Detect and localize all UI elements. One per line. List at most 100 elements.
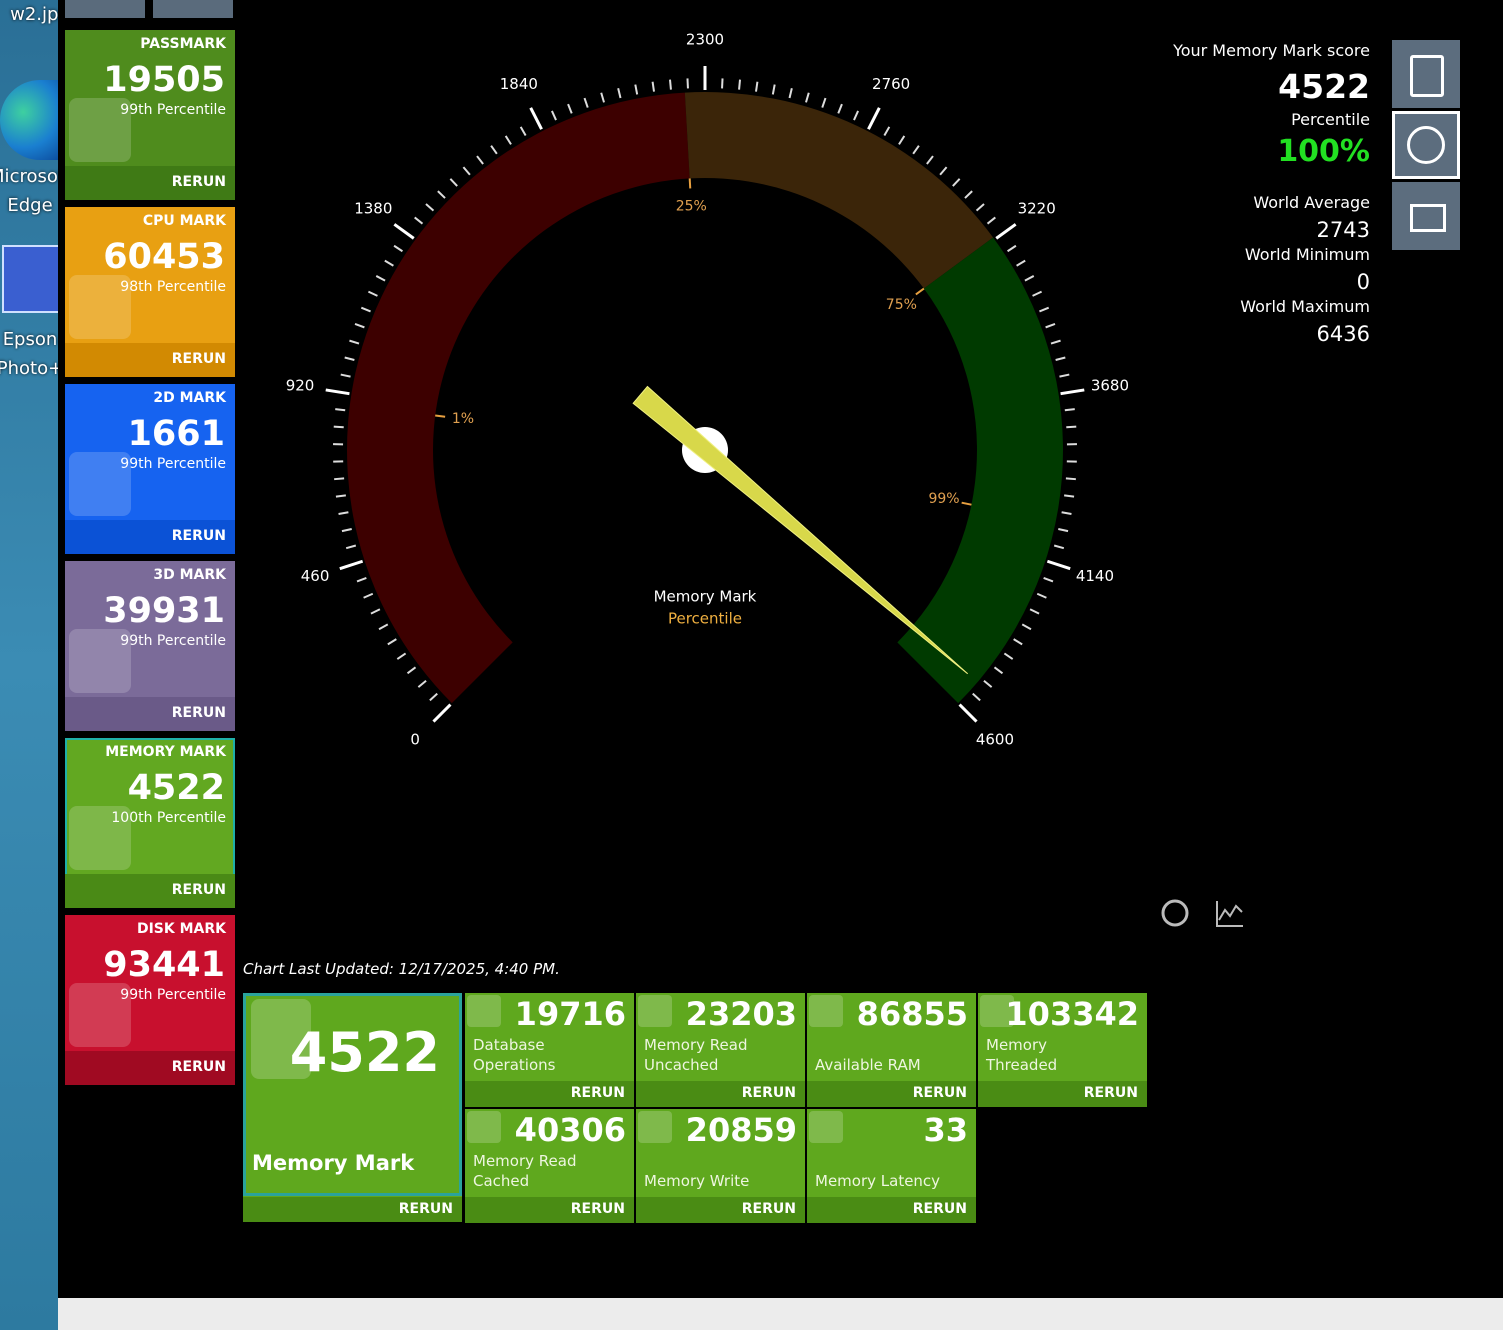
minor-tick [738,79,742,90]
major-tick [958,703,978,723]
side-button[interactable] [1392,182,1460,250]
tile-value: 19505 [103,60,225,100]
minor-tick [788,88,793,99]
tile-value: 39931 [103,591,225,631]
minor-tick [414,216,424,225]
chart-icon [1216,901,1243,927]
minor-tick [952,178,961,187]
world-value: 6436 [1316,322,1370,346]
tile-title: CPU MARK [142,213,226,229]
main-result-tile[interactable]: 4522 Memory Mark RERUN [243,993,462,1222]
minor-tick [429,692,438,702]
rerun-bar[interactable]: RERUN [65,697,235,731]
subtest-value: 20859 [685,1111,797,1149]
minor-tick [490,145,498,155]
percentile-label: Percentile [1291,110,1370,129]
tile-watermark [69,452,131,516]
rerun-bar[interactable]: RERUN [465,1081,634,1107]
rerun-bar[interactable]: RERUN [243,1197,462,1222]
rerun-bar[interactable]: RERUN [636,1197,805,1223]
desktop-icon-label[interactable]: w2.jpg [10,4,58,25]
subtest-label: Memory Latency [815,1172,941,1190]
rerun-bar[interactable]: RERUN [65,343,235,377]
desktop-icon-label[interactable]: Epson Photo+ [0,329,58,379]
minor-tick [939,166,948,176]
minor-tick [476,155,484,165]
sidebar-tile[interactable]: MEMORY MARK 4522 100th Percentile RERUN [65,738,235,908]
gauge-band [684,92,994,289]
minor-tick [1066,425,1077,429]
rerun-bar[interactable]: RERUN [65,1051,235,1085]
status-bar [58,1298,1503,1330]
tile-percentile: 98th Percentile [120,279,226,295]
rerun-button[interactable]: RERUN [398,1201,453,1217]
tile-percentile: 100th Percentile [111,810,226,826]
tile-percentile: 99th Percentile [120,987,226,1003]
rerun-button[interactable]: RERUN [171,882,226,898]
tile-watermark [467,995,501,1027]
major-tick [995,223,1017,240]
tile-watermark [638,995,672,1027]
rerun-button[interactable]: RERUN [912,1085,967,1101]
rerun-bar[interactable]: RERUN [807,1081,976,1107]
toolbar-button[interactable] [65,0,145,18]
sidebar-tile[interactable]: PASSMARK 19505 99th Percentile RERUN [65,30,235,200]
rerun-button[interactable]: RERUN [570,1201,625,1217]
minor-tick [668,79,672,90]
rerun-bar[interactable]: RERUN [978,1081,1147,1107]
rerun-button[interactable]: RERUN [171,528,226,544]
rerun-button[interactable]: RERUN [741,1085,796,1101]
gauge-band [347,92,690,704]
percentile-label: 1% [452,411,474,427]
sidebar-tile[interactable]: 2D MARK 1661 99th Percentile RERUN [65,384,235,554]
gauge-band [897,237,1063,704]
rerun-button[interactable]: RERUN [171,705,226,721]
major-tick [1046,559,1071,571]
subtest-tile[interactable]: 33 Memory Latency RERUN [807,1109,976,1223]
speed-icon [1161,899,1189,927]
minor-tick [340,373,351,378]
rerun-bar[interactable]: RERUN [65,166,235,200]
rerun-button[interactable]: RERUN [171,1059,226,1075]
subtest-label: Memory Read Cached [473,1152,577,1190]
tile-title: 2D MARK [153,390,226,406]
minor-tick [1013,638,1023,646]
subtest-tile[interactable]: 20859 Memory Write RERUN [636,1109,805,1223]
minor-tick [387,638,397,646]
subtest-tile[interactable]: 23203 Memory Read Uncached RERUN [636,993,805,1107]
minor-tick [378,623,389,631]
rerun-button[interactable]: RERUN [570,1085,625,1101]
rerun-bar[interactable]: RERUN [465,1197,634,1223]
minor-tick [600,92,605,103]
sidebar-tile[interactable]: DISK MARK 93441 99th Percentile RERUN [65,915,235,1085]
percentile-marker [961,501,972,506]
subtest-tile[interactable]: 19716 Database Operations RERUN [465,993,634,1107]
rerun-bar[interactable]: RERUN [807,1197,976,1223]
sidebar-tile[interactable]: 3D MARK 39931 99th Percentile RERUN [65,561,235,731]
tile-watermark [69,983,131,1047]
rerun-button[interactable]: RERUN [1083,1085,1138,1101]
sidebar-tile[interactable]: CPU MARK 60453 98th Percentile RERUN [65,207,235,377]
major-tick [529,107,543,130]
minor-tick [1065,477,1076,481]
minor-tick [356,577,367,583]
minor-tick [1058,527,1069,533]
score-value: 4522 [1278,67,1370,106]
desktop-icon-label[interactable]: Microsoft Edge [0,166,58,216]
rerun-bar[interactable]: RERUN [636,1081,805,1107]
rerun-bar[interactable]: RERUN [65,520,235,554]
subtest-tile[interactable]: 86855 Available RAM RERUN [807,993,976,1107]
tile-watermark [69,629,131,693]
rerun-bar[interactable]: RERUN [65,874,235,908]
subtest-tile[interactable]: 103342 Memory Threaded RERUN [978,993,1147,1107]
tile-percentile: 99th Percentile [120,102,226,118]
subtest-tile[interactable]: 40306 Memory Read Cached RERUN [465,1109,634,1223]
rerun-button[interactable]: RERUN [912,1201,967,1217]
rerun-button[interactable]: RERUN [171,351,226,367]
minor-tick [338,511,349,515]
toolbar-button[interactable] [153,0,233,18]
minor-tick [333,425,344,429]
rerun-button[interactable]: RERUN [171,174,226,190]
rerun-button[interactable]: RERUN [741,1201,796,1217]
percentile-label: 25% [676,198,707,214]
